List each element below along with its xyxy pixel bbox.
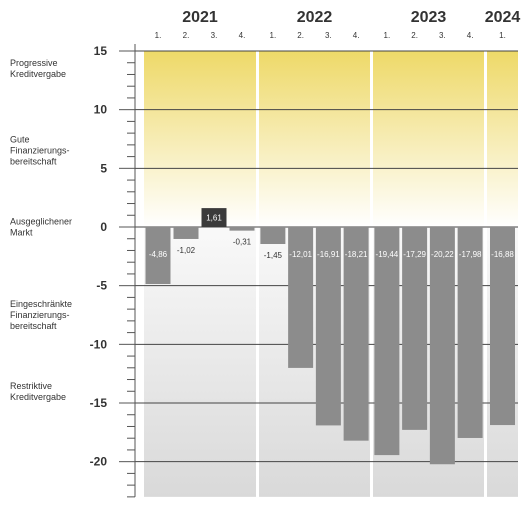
quarter-label: 2. [297,31,304,40]
value-label: -0,31 [233,238,252,247]
bar [429,227,455,465]
value-label: -16,88 [491,250,514,259]
bar [402,227,428,430]
bar [260,227,286,245]
bar [201,208,227,227]
value-label: -1,45 [264,251,283,260]
quarter-label: 4. [239,31,246,40]
quarter-label: 1. [499,31,506,40]
bar [288,227,314,368]
value-label: 1,61 [206,214,222,223]
quarter-label: 1. [270,31,277,40]
value-label: -18,21 [345,250,368,259]
bar [457,227,483,438]
value-label: -16,91 [317,250,340,259]
year-label: 2021 [182,9,218,26]
y-tick-label: 5 [100,161,107,175]
bar [490,227,515,426]
quarter-label: 3. [325,31,332,40]
y-tick-label: -20 [90,455,108,469]
year-label: 2024 [485,9,521,26]
zone-label: Progressive Kreditvergabe [10,58,66,79]
quarter-label: 2. [411,31,418,40]
value-label: -20,22 [431,250,454,259]
quarter-label: 4. [467,31,474,40]
panel-positive-zone [373,51,484,227]
panel-positive-zone [259,51,370,227]
zone-label: Restriktive Kreditvergabe [10,381,66,402]
value-label: -17,98 [459,250,482,259]
y-tick-label: 10 [94,103,108,117]
value-label: -4,86 [149,250,168,259]
y-tick-label: 0 [100,220,107,234]
bar [145,227,171,285]
value-label: -12,01 [289,250,312,259]
quarter-label: 3. [211,31,218,40]
panel-positive-zone [487,51,518,227]
year-label: 2022 [297,9,333,26]
quarter-label: 1. [384,31,391,40]
zone-label: Ausgeglichener Markt [10,217,72,238]
y-tick-label: -5 [96,279,107,293]
value-label: -19,44 [376,250,399,259]
value-label: -17,29 [403,250,426,259]
zone-label: Gute Finanzierungs-bereitschaft [10,135,70,167]
quarter-label: 3. [439,31,446,40]
bar [173,227,199,239]
bar [229,227,255,231]
y-tick-label: 15 [94,44,108,58]
zone-label: Eingeschränkte Finanzierungs-bereitschaft [10,299,72,331]
quarter-label: 2. [183,31,190,40]
y-tick-label: -10 [90,337,108,351]
bar [343,227,369,441]
panel-positive-zone [144,51,256,227]
bar [374,227,400,456]
quarter-label: 4. [353,31,360,40]
quarter-label: 1. [155,31,162,40]
value-label: -1,02 [177,246,196,255]
bar [315,227,341,426]
y-tick-label: -15 [90,396,108,410]
year-label: 2023 [411,9,447,26]
